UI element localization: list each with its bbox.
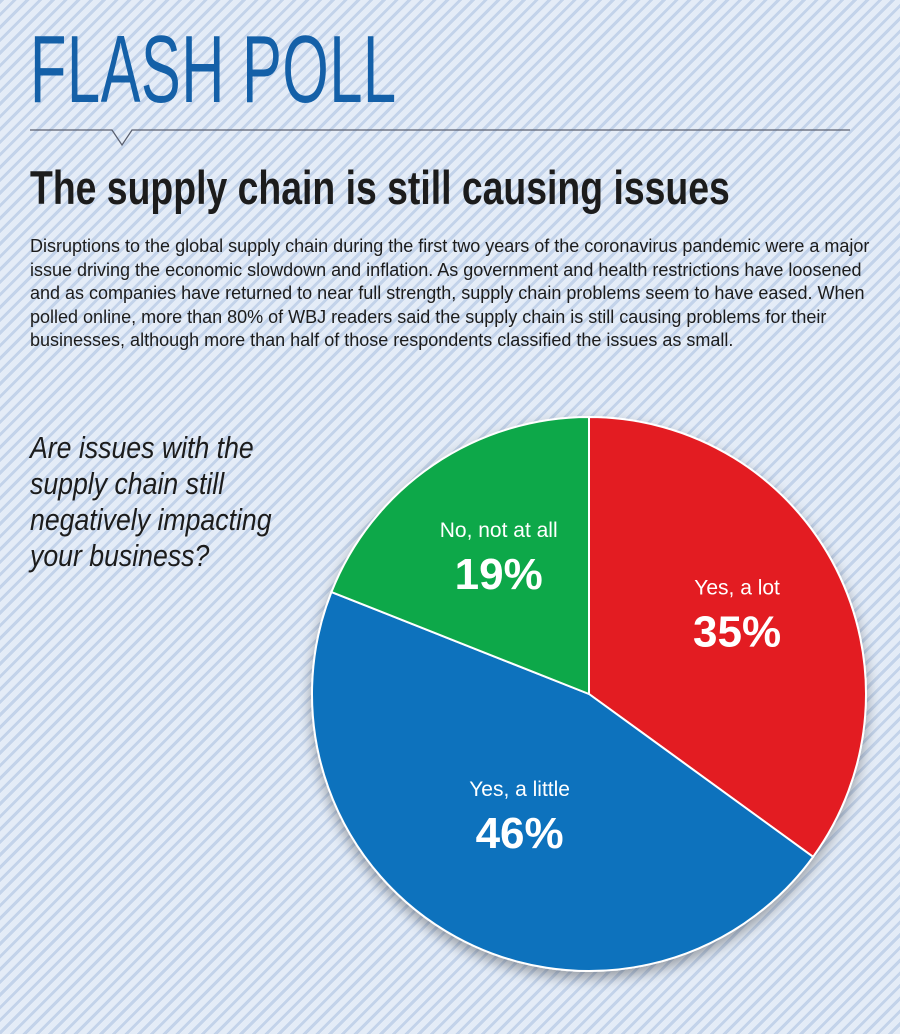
- slice-label: Yes, a lot: [694, 577, 780, 600]
- slice-label: Yes, a little: [469, 778, 570, 801]
- poll-question: Are issues with the supply chain still n…: [30, 430, 272, 573]
- headline: The supply chain is still causing issues: [30, 161, 730, 214]
- title-divider: [30, 129, 850, 147]
- slice-value: 46%: [476, 809, 564, 858]
- pie-slice-yes-a-lot: [588, 415, 867, 859]
- pie-slice-yes-a-little: [311, 590, 815, 972]
- pie-slice-no-not-at-all: [330, 415, 590, 696]
- slice-value: 35%: [693, 608, 781, 657]
- kicker-title: FLASH POLL: [30, 16, 397, 123]
- slice-value: 19%: [455, 550, 543, 599]
- slice-label: No, not at all: [440, 519, 558, 542]
- intro-paragraph: Disruptions to the global supply chain d…: [30, 236, 870, 350]
